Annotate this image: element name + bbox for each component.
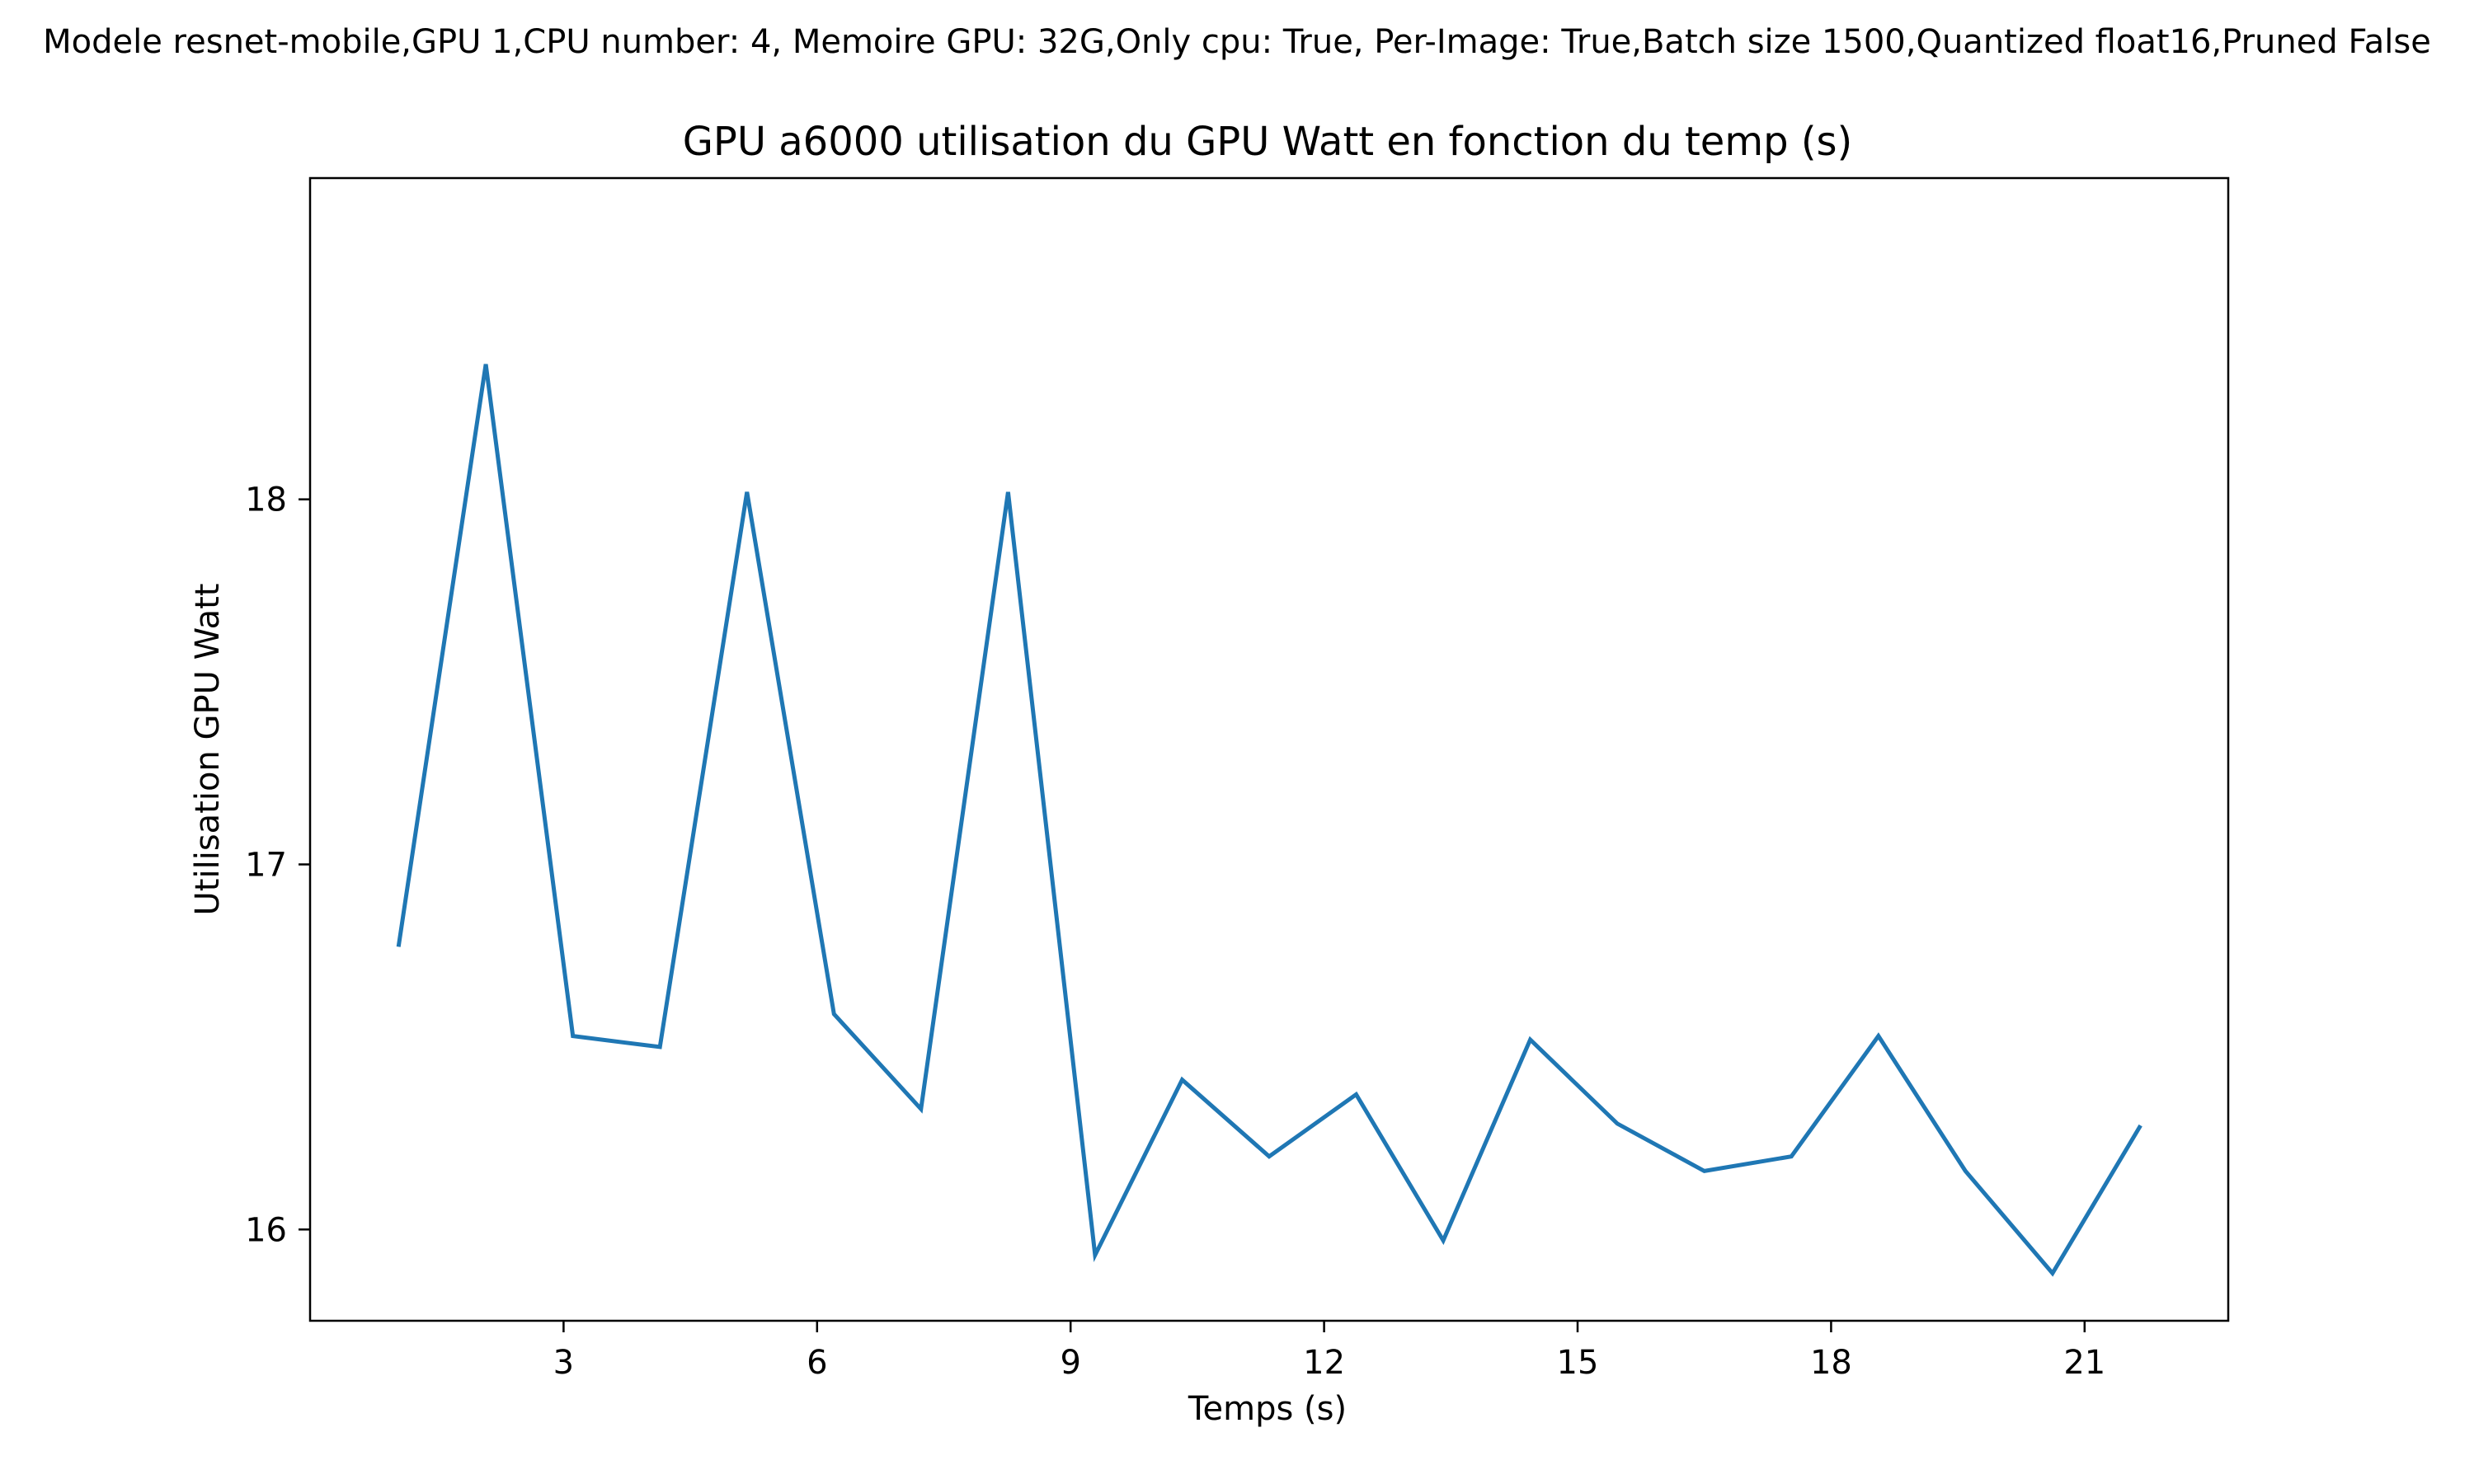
figure-suptitle: Modele resnet-mobile,GPU 1,CPU number: 4… [43,23,2431,61]
chart-title: GPU a6000 utilisation du GPU Watt en fon… [683,119,1853,165]
x-tick-label: 6 [807,1344,827,1382]
x-axis-label: Temps (s) [1188,1390,1347,1428]
x-tick-label: 15 [1557,1344,1599,1382]
x-tick-label: 21 [2063,1344,2105,1382]
y-tick-label: 18 [245,481,287,519]
x-tick-label: 12 [1303,1344,1345,1382]
x-tick-label: 18 [1810,1344,1852,1382]
axes-frame [308,176,2230,1322]
y-axis-label: Utilisation GPU Watt [189,584,227,916]
x-tick-label: 3 [553,1344,574,1382]
y-tick-label: 16 [245,1211,287,1249]
y-axis: 16 17 18 [245,481,310,1249]
series-line [396,364,2142,1277]
plot-area [396,364,2142,1277]
x-tick-label: 9 [1060,1344,1080,1382]
y-tick-label: 17 [245,846,287,884]
x-axis: 3 6 9 12 15 18 21 [553,1321,2105,1382]
